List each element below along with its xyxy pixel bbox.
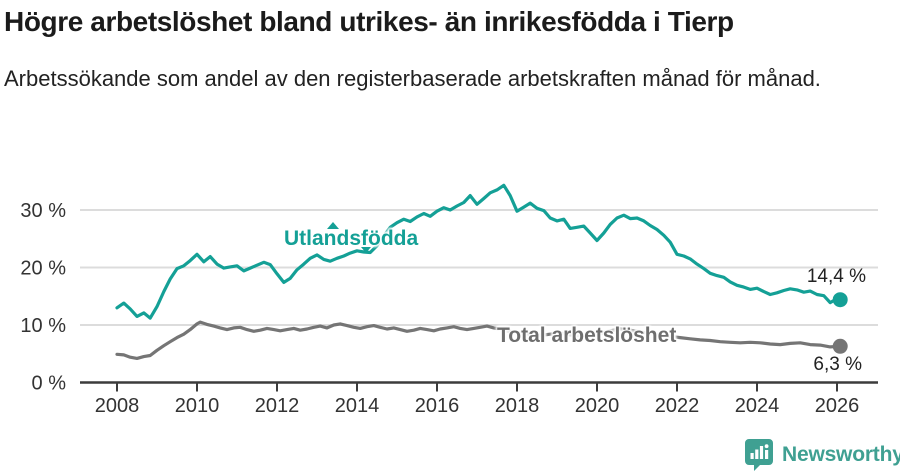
x-tick-label: 2024 [735, 395, 780, 417]
series-end-dot-total [832, 338, 848, 354]
series-label-total-arbetsloshet: Total arbetslöshet [497, 324, 677, 347]
series-pointer-up-icon [327, 222, 339, 229]
x-tick-label: 2008 [95, 395, 140, 417]
x-tick-label: 2010 [175, 395, 220, 417]
x-tick-label: 2012 [255, 395, 300, 417]
series-pointer-down-icon [361, 247, 371, 253]
end-value-total: 6,3 % [813, 354, 862, 375]
x-tick-label: 2026 [815, 395, 860, 417]
series-line-utlandsfodda [115, 183, 842, 320]
x-tick-label: 2016 [415, 395, 460, 417]
x-tick-label: 2020 [575, 395, 620, 417]
series-end-dot-utlandsfodda [832, 292, 848, 308]
x-tick-label: 2022 [655, 395, 700, 417]
y-tick-label: 10 % [20, 315, 66, 337]
y-tick-label: 30 % [20, 200, 66, 222]
end-value-utlandsfodda: 14,4 % [806, 266, 866, 287]
y-tick-label: 0 % [32, 373, 67, 395]
newsworthy-logo-text: Newsworthy [782, 442, 900, 466]
chart-subtitle: Arbetssökande som andel av den registerb… [4, 66, 821, 91]
series-line-total [115, 320, 842, 360]
page-title: Högre arbetslöshet bland utrikes- än inr… [4, 6, 734, 37]
x-tick-label: 2014 [335, 395, 380, 417]
y-tick-label: 20 % [20, 258, 66, 280]
newsworthy-logo[interactable]: Newsworthy [744, 438, 900, 471]
newsworthy-bubble-icon [745, 439, 773, 471]
x-tick-label: 2018 [495, 395, 540, 417]
series-label-utlandsfodda: Utlandsfödda [284, 227, 419, 250]
